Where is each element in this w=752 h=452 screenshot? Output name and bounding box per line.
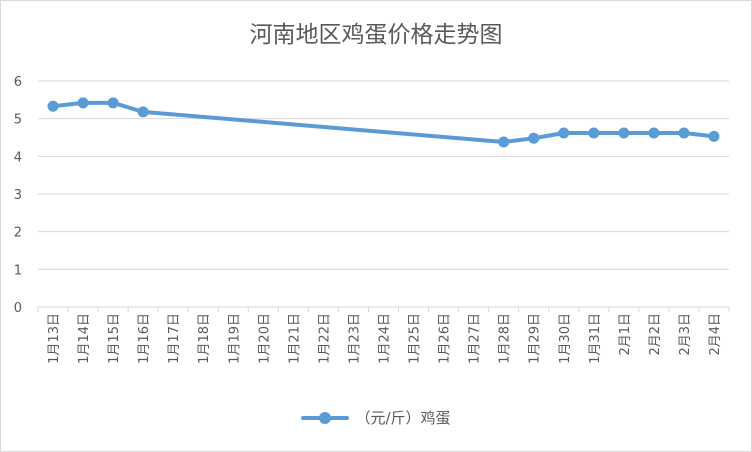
y-tick-label: 4 bbox=[14, 150, 22, 165]
data-point bbox=[708, 130, 720, 142]
x-tick-label: 1月13日 bbox=[47, 313, 62, 364]
y-tick-label: 5 bbox=[14, 113, 22, 128]
x-tick-label: 1月31日 bbox=[588, 313, 603, 364]
x-tick-label: 1月28日 bbox=[498, 313, 513, 364]
data-point bbox=[137, 106, 149, 118]
data-point bbox=[588, 127, 600, 139]
x-tick-label: 1月16日 bbox=[137, 313, 152, 364]
x-tick-label: 1月15日 bbox=[107, 313, 122, 364]
x-tick-label: 1月29日 bbox=[528, 313, 543, 364]
y-tick-label: 0 bbox=[14, 301, 22, 316]
x-tick-label: 1月14日 bbox=[77, 313, 92, 364]
x-tick-label: 1月26日 bbox=[438, 313, 453, 364]
y-tick-label: 2 bbox=[14, 226, 22, 241]
data-point bbox=[77, 97, 89, 109]
x-tick-label: 1月19日 bbox=[227, 313, 242, 364]
data-point bbox=[47, 100, 59, 112]
data-point bbox=[558, 127, 570, 139]
x-tick-label: 2月3日 bbox=[678, 313, 693, 356]
chart-title: 河南地区鸡蛋价格走势图 bbox=[249, 22, 503, 48]
y-tick-label: 6 bbox=[14, 75, 22, 90]
data-point bbox=[107, 97, 119, 109]
x-tick-label: 1月27日 bbox=[468, 313, 483, 364]
data-point bbox=[678, 127, 690, 139]
series-line bbox=[51, 100, 716, 145]
x-tick-label: 1月21日 bbox=[287, 313, 302, 364]
legend-label: （元/斤）鸡蛋 bbox=[355, 409, 451, 427]
legend-line-marker-icon bbox=[301, 411, 350, 425]
x-tick-label: 1月23日 bbox=[347, 313, 362, 364]
data-point bbox=[618, 127, 630, 139]
y-tick-label: 3 bbox=[14, 188, 22, 203]
x-tick-label: 1月20日 bbox=[257, 313, 272, 364]
x-tick-label: 2月2日 bbox=[648, 313, 663, 356]
x-tick-label: 1月17日 bbox=[167, 313, 182, 364]
data-point bbox=[648, 127, 660, 139]
data-point bbox=[498, 136, 510, 148]
x-tick-label: 2月4日 bbox=[708, 313, 723, 356]
x-tick-label: 1月18日 bbox=[197, 313, 212, 364]
x-tick-label: 1月30日 bbox=[558, 313, 573, 364]
data-point bbox=[528, 132, 540, 144]
y-tick-label: 1 bbox=[14, 263, 22, 278]
x-tick-label: 1月22日 bbox=[317, 313, 332, 364]
x-tick-label: 1月25日 bbox=[408, 313, 423, 364]
legend: （元/斤）鸡蛋 bbox=[1, 407, 751, 428]
x-tick-label: 2月1日 bbox=[618, 313, 633, 356]
x-tick-label: 1月24日 bbox=[378, 313, 393, 364]
